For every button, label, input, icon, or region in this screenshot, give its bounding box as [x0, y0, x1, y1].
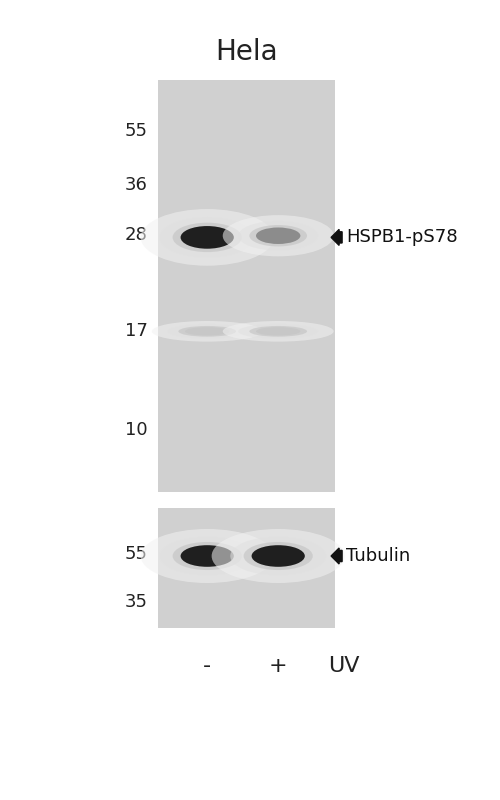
Ellipse shape [160, 217, 255, 258]
Text: 55: 55 [124, 122, 148, 141]
FancyArrow shape [331, 230, 342, 246]
Ellipse shape [222, 321, 334, 342]
Text: 36: 36 [124, 176, 148, 194]
Ellipse shape [172, 542, 242, 570]
Ellipse shape [244, 542, 313, 570]
Ellipse shape [172, 222, 242, 252]
Bar [158, 80, 335, 492]
Ellipse shape [238, 221, 318, 250]
Ellipse shape [222, 215, 334, 256]
Text: 17: 17 [124, 322, 148, 340]
Text: 35: 35 [124, 593, 148, 610]
Ellipse shape [212, 529, 345, 583]
Ellipse shape [230, 537, 326, 575]
Ellipse shape [185, 327, 230, 335]
Ellipse shape [152, 321, 262, 342]
Ellipse shape [178, 326, 236, 337]
Ellipse shape [160, 537, 255, 575]
Ellipse shape [252, 546, 305, 566]
Ellipse shape [180, 546, 234, 566]
Text: UV: UV [328, 656, 360, 675]
Text: 10: 10 [125, 421, 148, 439]
Text: Tubulin: Tubulin [346, 547, 410, 565]
Ellipse shape [250, 225, 307, 246]
Ellipse shape [140, 209, 274, 266]
Text: 55: 55 [124, 545, 148, 562]
Ellipse shape [250, 326, 307, 337]
Ellipse shape [256, 227, 300, 244]
Ellipse shape [256, 327, 300, 335]
Ellipse shape [238, 324, 318, 338]
Text: Hela: Hela [215, 38, 278, 66]
FancyArrow shape [331, 548, 342, 564]
Text: HSPB1-pS78: HSPB1-pS78 [346, 228, 458, 246]
Bar [158, 508, 335, 628]
Text: +: + [269, 656, 287, 675]
Text: -: - [203, 656, 211, 675]
Ellipse shape [168, 324, 247, 338]
Text: 28: 28 [124, 226, 148, 243]
Ellipse shape [140, 529, 274, 583]
Ellipse shape [180, 226, 234, 249]
